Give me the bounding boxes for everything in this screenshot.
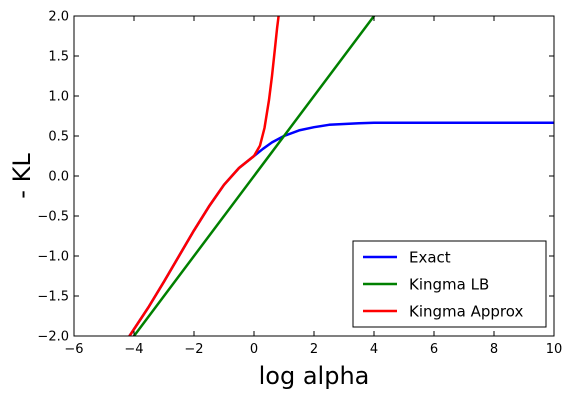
- x-tick-label: 10: [546, 342, 563, 357]
- y-tick-label: −1.0: [37, 250, 69, 265]
- legend-label-exact: Exact: [409, 249, 451, 267]
- y-tick-label: 0.0: [48, 170, 69, 185]
- x-tick-label: 0: [250, 342, 258, 357]
- series-layer: [128, 16, 554, 336]
- y-tick-label: 0.5: [48, 130, 69, 145]
- y-tick-label: −2.0: [37, 330, 69, 345]
- y-tick-label: 1.5: [48, 50, 69, 65]
- x-axis-label: log alpha: [259, 362, 370, 390]
- x-tick-label: −4: [124, 342, 143, 357]
- x-tick-label: 8: [490, 342, 498, 357]
- y-tick-label: −0.5: [37, 210, 69, 225]
- x-tick-label: −2: [184, 342, 203, 357]
- series-line-kingma-approx: [128, 16, 280, 336]
- plot-frame: [73, 15, 555, 337]
- legend: Exact Kingma LB Kingma Approx: [352, 240, 547, 328]
- y-tick-label: −1.5: [37, 290, 69, 305]
- y-axis-label: - KL: [8, 153, 36, 199]
- x-tick-label: 6: [430, 342, 438, 357]
- x-tick-label: −6: [64, 342, 83, 357]
- x-tick-label: 2: [310, 342, 318, 357]
- legend-entries: Exact Kingma LB Kingma Approx: [363, 249, 523, 321]
- legend-label-kingma-lb: Kingma LB: [409, 276, 489, 294]
- series-line-kingma-lb: [132, 16, 376, 336]
- x-tick-label: 4: [370, 342, 378, 357]
- legend-label-kingma-approx: Kingma Approx: [409, 303, 523, 321]
- ticks-layer: −6 −4 −2 0 2 4 6 8 10 −2.0 −1.5 −1.0 −0.5 0.0 0.5 1.0 1.…: [37, 10, 562, 358]
- y-tick-label: 1.0: [48, 90, 69, 105]
- y-tick-label: 2.0: [48, 10, 69, 25]
